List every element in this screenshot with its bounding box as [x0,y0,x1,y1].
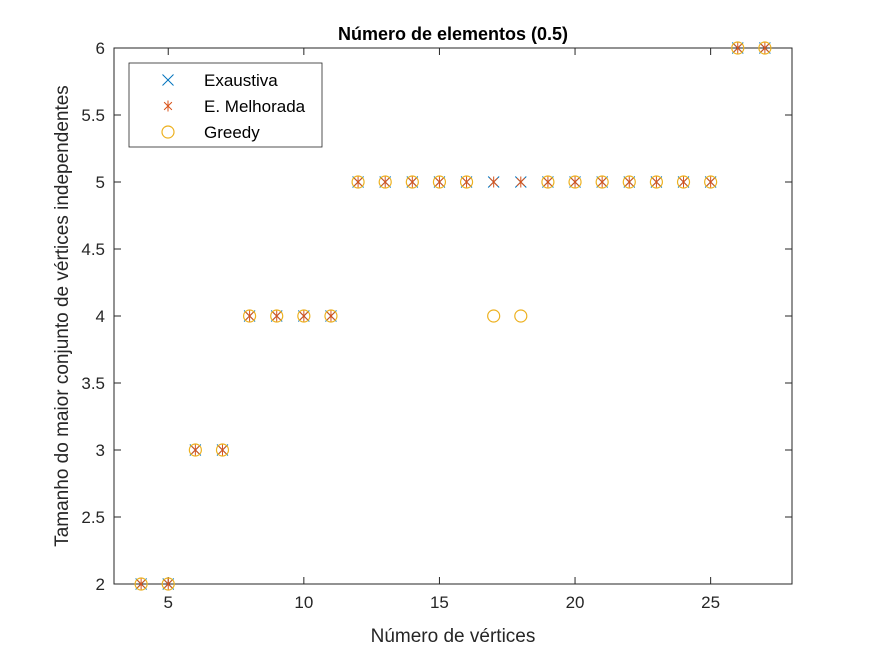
data-point-series-2 [625,176,634,188]
data-point-series-3 [487,309,501,323]
data-point-series-3 [243,309,257,323]
legend-marker-3 [161,125,175,139]
data-point-series-3 [188,443,202,457]
data-point-series-3 [297,309,311,323]
data-point-series-2 [218,444,227,456]
data-point-series-3 [134,577,148,591]
data-point-series-2 [408,176,417,188]
data-point-series-2 [326,310,336,322]
data-point-series-2 [353,176,363,188]
data-point-series-2 [597,176,607,188]
y-tick-label: 3.5 [81,374,105,393]
y-tick-label: 5 [96,173,105,192]
x-tick-label: 25 [701,593,720,612]
data-point-series-3 [514,309,528,323]
data-point-series-2 [163,578,173,590]
data-point-series-3 [405,175,419,189]
data-point-series-3 [622,175,636,189]
data-point-series-3 [568,175,582,189]
data-point-series-3 [270,309,284,323]
data-point-series-3 [459,175,474,189]
y-axis-label: Tamanho do maior conjunto de vértices in… [52,85,73,547]
x-axis-label: Número de vértices [371,626,536,647]
data-markers [134,41,772,591]
x-tick-label: 10 [294,593,313,612]
x-axis: 5 10 15 20 25 [164,48,720,612]
data-point-series-2 [380,176,390,188]
legend-label-1: Exaustiva [204,71,278,90]
legend: Exaustiva E. Melhorada Greedy [128,62,323,148]
data-point-series-3 [378,175,392,189]
data-point-series-2 [679,176,688,188]
data-point-series-2 [570,176,580,188]
data-point-series-3 [676,175,691,189]
data-point-series-2 [760,42,770,54]
y-tick-label: 6 [96,39,105,58]
data-point-series-2 [435,176,444,188]
y-axis: 2 2.5 3 3.5 4 4.5 5 5.5 6 [81,39,792,594]
data-point-series-2 [733,42,743,54]
y-tick-label: 5.5 [81,106,105,125]
x-tick-label: 15 [430,593,449,612]
y-tick-label: 4 [96,307,105,326]
data-point-series-2 [706,176,715,188]
data-point-series-2 [543,176,553,188]
data-point-series-3 [324,309,338,323]
x-tick-label: 20 [566,593,585,612]
data-point-series-2 [652,176,661,188]
data-point-series-3 [595,175,609,189]
data-point-series-2 [191,444,200,456]
data-point-series-2 [272,310,281,322]
data-point-series-3 [541,175,555,189]
data-point-series-2 [299,310,309,322]
x-tick-label: 5 [164,593,173,612]
data-point-series-3 [731,41,745,55]
legend-marker-1 [162,74,174,86]
data-point-series-3 [432,175,447,189]
y-tick-label: 2.5 [81,508,105,527]
data-point-series-2 [462,176,471,188]
legend-label-2: E. Melhorada [204,97,306,116]
data-point-series-3 [758,41,772,55]
data-point-series-2 [516,176,526,188]
data-point-series-3 [161,577,175,591]
data-point-series-2 [489,176,498,188]
y-tick-label: 4.5 [81,240,105,259]
chart-title: Número de elementos (0.5) [338,24,568,44]
data-point-series-3 [215,443,230,457]
legend-marker-2 [163,100,173,112]
data-point-series-2 [245,310,254,322]
legend-label-3: Greedy [204,123,260,142]
data-point-series-3 [704,175,718,189]
legend-box [128,62,323,148]
data-point-series-2 [136,578,146,590]
y-tick-label: 2 [96,575,105,594]
y-tick-label: 3 [96,441,105,460]
data-point-series-3 [351,175,365,189]
data-point-series-3 [649,175,664,189]
